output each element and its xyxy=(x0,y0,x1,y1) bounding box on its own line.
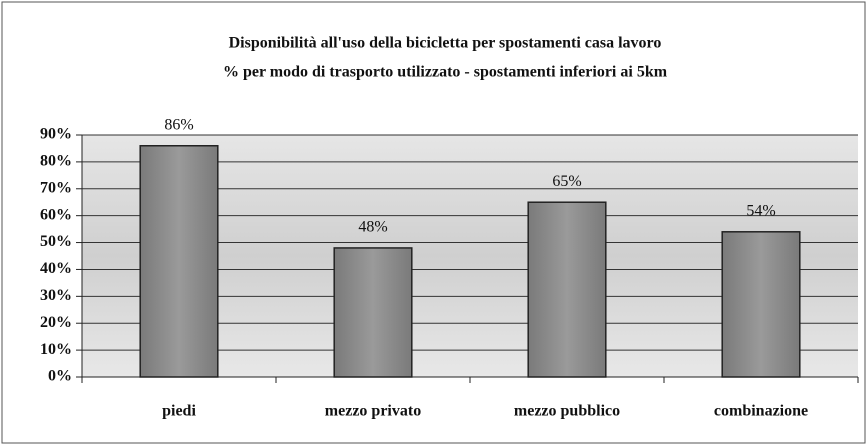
x-tick-label: combinazione xyxy=(714,403,808,420)
data-label: 65% xyxy=(552,173,581,190)
bar xyxy=(333,247,413,378)
y-tick-label: 70% xyxy=(40,179,72,196)
y-tick-label: 60% xyxy=(40,206,72,223)
bar xyxy=(139,145,219,378)
y-tick-label: 30% xyxy=(40,287,72,304)
bar xyxy=(527,201,607,378)
y-tick-label: 80% xyxy=(40,153,72,170)
data-label: 48% xyxy=(358,219,387,236)
chart-title: Disponibilità all'uso della bicicletta p… xyxy=(229,35,662,52)
chart-subtitle: % per modo di trasporto utilizzato - spo… xyxy=(223,64,668,81)
data-label: 54% xyxy=(746,202,775,219)
y-tick-label: 40% xyxy=(40,260,72,277)
y-tick-label: 20% xyxy=(40,314,72,331)
data-label: 86% xyxy=(164,116,193,133)
y-tick-label: 10% xyxy=(40,341,72,358)
y-tick-label: 0% xyxy=(48,368,72,385)
y-tick-label: 90% xyxy=(40,126,72,143)
bar xyxy=(721,231,801,378)
x-tick-label: piedi xyxy=(162,403,196,420)
y-tick-label: 50% xyxy=(40,233,72,250)
x-tick-label: mezzo pubblico xyxy=(514,403,620,420)
x-tick-label: mezzo privato xyxy=(325,403,421,420)
